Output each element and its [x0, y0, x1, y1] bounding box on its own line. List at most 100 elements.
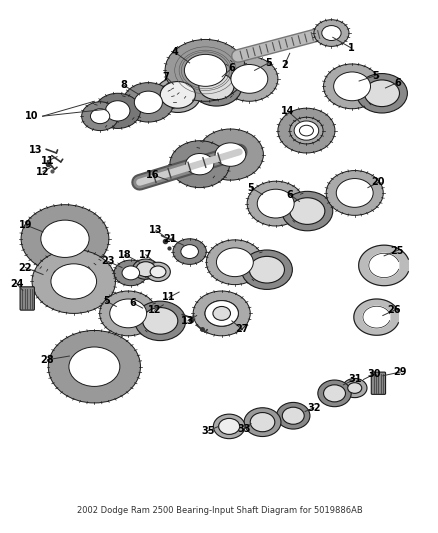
Ellipse shape	[277, 108, 334, 153]
Ellipse shape	[215, 143, 245, 166]
Ellipse shape	[299, 125, 313, 136]
Text: 8: 8	[120, 80, 127, 90]
Text: 5: 5	[265, 58, 272, 68]
Ellipse shape	[205, 301, 238, 326]
Ellipse shape	[342, 378, 366, 398]
Ellipse shape	[249, 256, 284, 283]
Ellipse shape	[122, 266, 139, 280]
Ellipse shape	[220, 56, 277, 101]
Text: 2: 2	[280, 60, 287, 70]
Ellipse shape	[32, 249, 115, 313]
Text: 22: 22	[19, 263, 32, 272]
Ellipse shape	[136, 262, 155, 277]
Text: 17: 17	[139, 250, 152, 260]
Text: 18: 18	[118, 250, 132, 260]
Text: 28: 28	[40, 355, 54, 365]
Text: 25: 25	[390, 246, 403, 255]
Ellipse shape	[317, 380, 350, 407]
Polygon shape	[353, 299, 397, 335]
Ellipse shape	[105, 101, 130, 121]
Ellipse shape	[132, 259, 159, 279]
Polygon shape	[368, 253, 398, 278]
Text: 13: 13	[149, 225, 162, 235]
Ellipse shape	[323, 385, 345, 402]
Text: 21: 21	[163, 234, 177, 244]
Ellipse shape	[180, 245, 198, 259]
Ellipse shape	[347, 383, 361, 393]
Text: 26: 26	[387, 305, 400, 315]
Ellipse shape	[333, 72, 370, 101]
FancyBboxPatch shape	[371, 372, 385, 394]
Text: 20: 20	[371, 177, 384, 187]
FancyBboxPatch shape	[20, 287, 34, 310]
Ellipse shape	[21, 205, 109, 273]
Text: 1: 1	[347, 43, 354, 53]
Ellipse shape	[325, 171, 382, 215]
Text: 11: 11	[41, 156, 54, 166]
Ellipse shape	[81, 102, 118, 131]
Text: 27: 27	[235, 325, 248, 334]
Text: 12: 12	[148, 305, 161, 315]
Text: 16: 16	[146, 170, 159, 180]
Ellipse shape	[212, 306, 230, 320]
Text: 6: 6	[393, 78, 400, 87]
Text: 32: 32	[307, 403, 320, 413]
Ellipse shape	[213, 414, 244, 439]
Text: 6: 6	[129, 298, 136, 308]
Text: 5: 5	[371, 71, 378, 80]
Ellipse shape	[364, 80, 399, 107]
Text: 23: 23	[101, 256, 114, 266]
Text: 13: 13	[29, 146, 42, 155]
Ellipse shape	[134, 301, 185, 341]
Ellipse shape	[230, 64, 267, 93]
Ellipse shape	[134, 91, 162, 114]
Ellipse shape	[69, 347, 120, 386]
Text: 6: 6	[228, 63, 235, 73]
Text: 33: 33	[237, 424, 250, 434]
Ellipse shape	[173, 239, 206, 264]
Ellipse shape	[145, 262, 170, 281]
Text: 24: 24	[10, 279, 23, 288]
Ellipse shape	[99, 291, 156, 336]
Ellipse shape	[41, 220, 89, 257]
Ellipse shape	[51, 264, 96, 299]
Ellipse shape	[281, 191, 332, 231]
Ellipse shape	[321, 26, 340, 41]
Ellipse shape	[160, 82, 195, 108]
Ellipse shape	[289, 198, 324, 224]
Ellipse shape	[150, 266, 166, 278]
Text: 30: 30	[367, 369, 380, 379]
Ellipse shape	[289, 117, 322, 144]
Ellipse shape	[247, 181, 304, 226]
Ellipse shape	[48, 330, 140, 403]
Ellipse shape	[184, 54, 226, 86]
Ellipse shape	[313, 20, 348, 46]
Text: 5: 5	[247, 183, 254, 192]
Ellipse shape	[185, 154, 213, 175]
Ellipse shape	[244, 408, 280, 437]
Ellipse shape	[216, 248, 253, 277]
Polygon shape	[362, 306, 389, 328]
Text: 2002 Dodge Ram 2500 Bearing-Input Shaft Diagram for 5019886AB: 2002 Dodge Ram 2500 Bearing-Input Shaft …	[77, 506, 361, 515]
Ellipse shape	[282, 407, 304, 424]
Text: 13: 13	[181, 316, 194, 326]
Text: 14: 14	[280, 106, 293, 116]
Ellipse shape	[95, 93, 140, 128]
Ellipse shape	[250, 413, 274, 432]
Ellipse shape	[165, 39, 245, 101]
Ellipse shape	[323, 64, 380, 109]
Ellipse shape	[218, 418, 239, 434]
Ellipse shape	[193, 291, 250, 336]
Ellipse shape	[257, 189, 293, 218]
Ellipse shape	[123, 83, 173, 122]
Ellipse shape	[205, 301, 238, 326]
Ellipse shape	[197, 129, 263, 180]
Ellipse shape	[170, 141, 229, 188]
Text: 31: 31	[347, 375, 360, 384]
Ellipse shape	[114, 260, 147, 286]
Ellipse shape	[336, 179, 372, 207]
Ellipse shape	[142, 308, 177, 334]
Ellipse shape	[198, 73, 233, 100]
Ellipse shape	[110, 299, 146, 328]
Ellipse shape	[276, 402, 309, 429]
